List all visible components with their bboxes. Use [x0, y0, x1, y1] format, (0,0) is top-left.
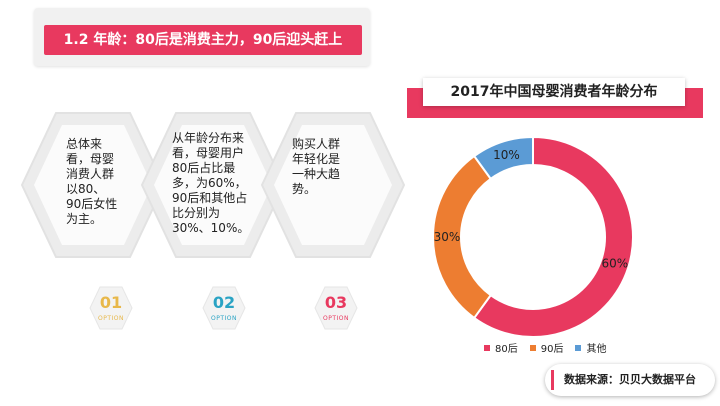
card-line: 比分别为	[172, 206, 221, 220]
option-badge-3-word: OPTION	[323, 315, 349, 322]
card-line: 90后女性	[66, 197, 118, 211]
legend-item-90s: 90后	[529, 340, 564, 355]
card-line: 总体来	[66, 137, 103, 151]
chart-legend: 80后 90后 其他	[484, 340, 618, 355]
data-source-box: 数据来源：贝贝大数据平台	[545, 364, 715, 396]
option-badge-2: 02 OPTION	[201, 285, 247, 331]
donut-slice-other	[472, 135, 534, 181]
legend-item-other: 其他	[575, 340, 606, 355]
option-badge-1-number: 01	[99, 293, 123, 312]
hex-card-2: 从年龄分布来 看，母婴用户 80后占比最 多，为60%， 90后和其他占 比分别…	[138, 105, 288, 265]
legend-swatch-90s	[529, 344, 536, 351]
legend-label-80s: 80后	[495, 344, 518, 355]
card-line: 势。	[292, 182, 317, 196]
hex-card-3-shape	[260, 112, 406, 258]
card-line: 为主。	[66, 212, 103, 226]
hex-card-1-shape	[20, 112, 166, 258]
card-line: 看，母婴	[66, 152, 115, 166]
section-title-box: 1.2 年龄：80后是消费主力，90后迎头赶上	[34, 8, 370, 66]
donut-label-other: 10%	[493, 148, 520, 162]
data-source-text: 数据来源：贝贝大数据平台	[564, 373, 696, 386]
option-badge-3: 03 OPTION	[313, 285, 359, 331]
card-line: 消费人群	[66, 167, 115, 181]
card-line: 80后占比最	[172, 161, 236, 175]
option-badge-2-number: 02	[212, 293, 236, 312]
hex-card-2-shape	[140, 112, 286, 258]
option-badge-2-hexagon	[202, 286, 246, 330]
donut-label-80s: 60%	[601, 257, 628, 271]
option-badge-1-hexagon	[89, 286, 133, 330]
hex-card-3-text: 购买人群 年轻化是 一种大趋 势。	[292, 137, 362, 197]
card-line: 从年龄分布来	[172, 131, 245, 145]
option-badge-3-number: 03	[324, 293, 348, 312]
card-line: 多，为60%，	[172, 176, 247, 190]
option-badge-2-word: OPTION	[211, 315, 237, 322]
section-title: 1.2 年龄：80后是消费主力，90后迎头赶上	[44, 25, 362, 55]
legend-label-90s: 90后	[540, 344, 564, 355]
card-line: 以80、	[66, 182, 106, 196]
card-line: 购买人群	[292, 137, 341, 151]
card-line: 30%、10%。	[172, 221, 250, 235]
legend-swatch-80s	[484, 344, 490, 351]
legend-swatch-other	[575, 344, 582, 351]
option-badge-1: 01 OPTION	[88, 285, 134, 331]
hex-card-1: 总体来 看，母婴 消费人群 以80、 90后女性 为主。	[18, 105, 168, 265]
donut-label-90s: 30%	[434, 230, 461, 244]
chart-title: 2017年中国母婴消费者年龄分布	[423, 78, 685, 106]
hex-card-1-text: 总体来 看，母婴 消费人群 以80、 90后女性 为主。	[66, 137, 136, 227]
data-source-accent	[551, 370, 554, 390]
donut-slice-80s	[472, 135, 634, 338]
legend-item-80s: 80后	[484, 340, 518, 355]
option-badge-1-word: OPTION	[98, 315, 124, 322]
chart-title-banner: 2017年中国母婴消费者年龄分布	[407, 78, 703, 120]
donut-chart: 60% 30% 10%	[432, 135, 634, 338]
card-line: 年轻化是	[292, 152, 341, 166]
option-badge-3-hexagon	[314, 286, 358, 330]
card-line: 90后和其他占	[172, 191, 248, 205]
legend-label-other: 其他	[586, 344, 607, 355]
hex-card-2-text: 从年龄分布来 看，母婴用户 80后占比最 多，为60%， 90后和其他占 比分别…	[172, 131, 268, 236]
card-line: 一种大趋	[292, 167, 341, 181]
card-line: 看，母婴用户	[172, 146, 245, 160]
hex-card-3: 购买人群 年轻化是 一种大趋 势。	[258, 105, 408, 265]
